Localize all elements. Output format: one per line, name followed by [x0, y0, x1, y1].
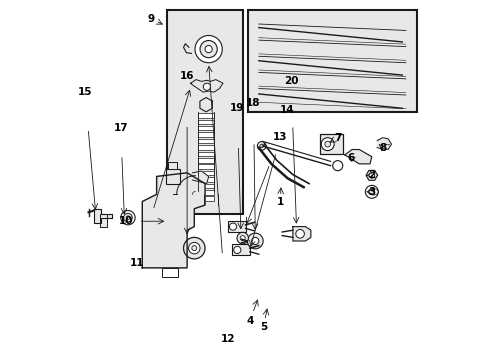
Bar [198, 165, 214, 169]
Text: 16: 16 [180, 71, 194, 81]
Circle shape [200, 41, 217, 58]
Bar [168, 162, 177, 169]
Polygon shape [142, 173, 204, 268]
Text: 12: 12 [221, 333, 235, 343]
Text: 15: 15 [78, 87, 92, 97]
Bar [162, 268, 178, 277]
Bar [319, 134, 343, 154]
Bar [231, 244, 249, 255]
Bar [198, 145, 214, 150]
Polygon shape [190, 80, 223, 92]
Circle shape [295, 229, 304, 238]
Circle shape [188, 242, 200, 254]
Circle shape [191, 246, 196, 251]
Text: 3: 3 [367, 187, 375, 197]
Bar [198, 197, 214, 201]
Circle shape [365, 185, 378, 198]
Bar [198, 132, 214, 137]
Bar [247, 10, 416, 112]
Text: 5: 5 [259, 322, 266, 332]
Text: 14: 14 [280, 105, 294, 115]
Text: 13: 13 [273, 132, 287, 142]
Bar [167, 10, 242, 214]
Circle shape [321, 138, 333, 150]
Circle shape [368, 172, 374, 178]
Bar [198, 139, 214, 143]
Bar [198, 177, 214, 182]
Bar [165, 169, 180, 184]
Bar [198, 190, 214, 194]
Polygon shape [344, 149, 371, 164]
Circle shape [123, 213, 132, 222]
Circle shape [257, 141, 265, 150]
Polygon shape [292, 226, 310, 241]
Polygon shape [200, 98, 212, 112]
Text: 8: 8 [378, 143, 386, 153]
Circle shape [233, 246, 241, 253]
Polygon shape [258, 56, 405, 76]
Bar [198, 126, 214, 130]
Circle shape [195, 36, 222, 63]
Circle shape [204, 45, 212, 53]
Circle shape [237, 232, 248, 244]
Circle shape [324, 141, 330, 147]
Bar [198, 152, 214, 156]
Bar [198, 120, 214, 124]
Circle shape [251, 237, 258, 244]
Text: 11: 11 [129, 258, 144, 268]
Polygon shape [258, 40, 405, 60]
Text: 17: 17 [113, 123, 128, 133]
Circle shape [203, 83, 210, 90]
Bar [198, 171, 214, 175]
Text: 4: 4 [245, 316, 253, 325]
Polygon shape [258, 72, 405, 93]
Circle shape [247, 233, 263, 249]
Circle shape [260, 144, 263, 148]
Text: 10: 10 [119, 216, 133, 226]
Text: 9: 9 [147, 14, 155, 24]
Text: 1: 1 [276, 197, 284, 207]
Text: 2: 2 [367, 170, 375, 180]
Text: 19: 19 [230, 103, 244, 113]
Circle shape [126, 216, 129, 220]
Circle shape [240, 235, 244, 240]
Circle shape [332, 161, 342, 171]
Text: 18: 18 [246, 98, 260, 108]
Polygon shape [376, 138, 391, 149]
Text: 7: 7 [333, 133, 341, 143]
Bar [198, 113, 214, 118]
Circle shape [183, 237, 204, 259]
Circle shape [121, 211, 135, 225]
Bar [227, 221, 245, 232]
Polygon shape [258, 24, 405, 44]
Bar [198, 158, 214, 162]
Polygon shape [366, 170, 377, 180]
Text: 6: 6 [347, 153, 354, 163]
Text: 20: 20 [284, 76, 298, 86]
Circle shape [229, 223, 236, 230]
Polygon shape [192, 171, 208, 184]
Bar [198, 184, 214, 188]
Circle shape [368, 189, 374, 195]
Polygon shape [258, 89, 405, 109]
Bar [100, 214, 106, 226]
Polygon shape [94, 209, 112, 223]
